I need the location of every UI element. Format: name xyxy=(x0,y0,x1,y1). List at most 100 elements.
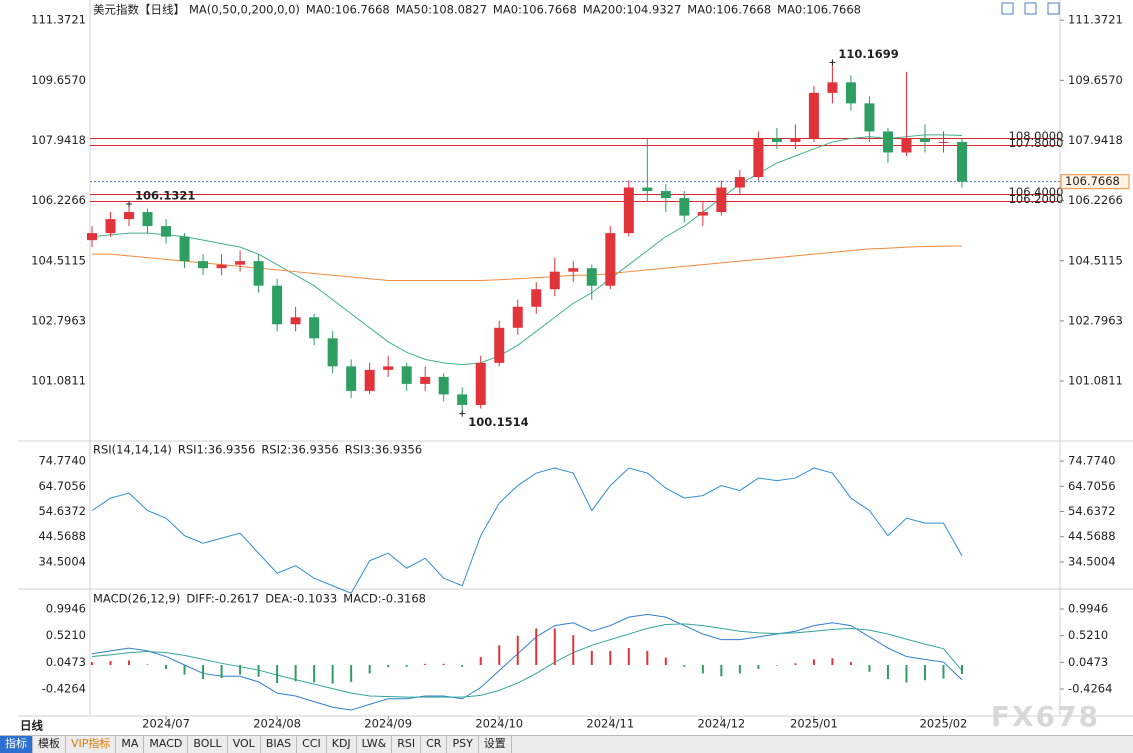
y-tick-label: 0.0473 xyxy=(46,655,86,669)
candle-body xyxy=(679,198,690,216)
macd-bar xyxy=(498,645,501,665)
macd-bar xyxy=(294,665,297,682)
candle-body xyxy=(938,141,949,143)
y-tick-label: 0.0473 xyxy=(1068,655,1108,669)
macd-bar xyxy=(368,665,371,674)
window-icons xyxy=(1001,2,1060,15)
x-tick-label: 2024/09 xyxy=(364,717,412,731)
candle-body xyxy=(531,289,542,307)
indicator-line xyxy=(91,623,963,698)
toolbar-item[interactable]: BIAS xyxy=(261,736,298,753)
macd-bar xyxy=(128,660,131,665)
y-tick-label: -0.4264 xyxy=(1068,682,1112,696)
candle-body xyxy=(420,376,431,384)
candle-body xyxy=(660,191,671,199)
y-tick-label: 34.5004 xyxy=(38,554,86,568)
toolbar-item[interactable]: LW& xyxy=(357,736,393,753)
toolbar-item[interactable]: BOLL xyxy=(188,736,228,753)
y-tick-label: 54.6372 xyxy=(1068,504,1116,518)
extreme-marker xyxy=(126,200,133,207)
price-level-label: 106.4000 xyxy=(1009,185,1064,199)
macd-bar xyxy=(165,665,168,669)
toolbar-item[interactable]: 模板 xyxy=(33,736,66,753)
legend-entry: MA0:106.7668 xyxy=(493,3,577,17)
y-tick-label: 64.7056 xyxy=(1068,479,1116,493)
toolbar-item[interactable]: MACD xyxy=(144,736,189,753)
candle-body xyxy=(864,103,875,132)
y-tick-label: 104.5115 xyxy=(1068,253,1123,267)
last-price-box xyxy=(1060,174,1130,190)
chart: 日线 FX678 美元指数 【日线】 MA(0,50,0,200,0,0) MA0:1… xyxy=(0,0,1133,735)
toolbar-item[interactable]: VOL xyxy=(228,736,261,753)
y-tick-label: 44.5688 xyxy=(1068,529,1116,543)
toolbar-item[interactable]: VIP指标 xyxy=(66,736,117,753)
legend-entry: RSI2:36.9356 xyxy=(261,443,338,457)
macd-bar xyxy=(479,657,482,665)
background xyxy=(0,0,1133,735)
candle-body xyxy=(475,362,486,405)
macd-bar xyxy=(794,663,797,665)
candle-body xyxy=(697,212,708,216)
macd-bar xyxy=(424,663,427,665)
macd-bar xyxy=(831,658,834,665)
macd-bar xyxy=(683,665,686,667)
toolbar-item[interactable]: CCI xyxy=(297,736,327,753)
y-tick-label: 102.7963 xyxy=(1068,313,1123,327)
macd-bar xyxy=(590,650,593,665)
y-tick-label: 101.0811 xyxy=(31,374,86,388)
legend-entry: DEA:-0.1033 xyxy=(265,592,337,606)
macd-bar xyxy=(220,665,223,678)
candle-body xyxy=(142,212,153,227)
macd-bar xyxy=(572,635,575,665)
candle-body xyxy=(790,138,801,142)
macd-bar xyxy=(738,665,741,674)
indicator-line xyxy=(92,245,963,281)
y-tick-label: 0.9946 xyxy=(1068,601,1108,615)
x-tick-label: 2024/12 xyxy=(697,717,745,731)
panel-title: MACD(26,12,9) xyxy=(93,592,180,606)
y-tick-label: 101.0811 xyxy=(1068,374,1123,388)
legend-entry: RSI3:36.9356 xyxy=(345,443,422,457)
toolbar-item[interactable]: 设置 xyxy=(479,736,512,753)
extreme-marker xyxy=(829,59,836,66)
y-tick-label: 34.5004 xyxy=(1068,554,1116,568)
candle-body xyxy=(845,82,856,104)
toolbar-item[interactable]: RSI xyxy=(392,736,422,753)
legend-entry: MA50:108.0827 xyxy=(396,3,487,17)
candle-body xyxy=(124,212,135,220)
legend-entry: DIFF:-0.2617 xyxy=(186,592,259,606)
indicator-line xyxy=(91,467,963,594)
extreme-marker xyxy=(459,410,466,417)
macd-bar xyxy=(942,665,945,679)
candle-body xyxy=(161,226,172,237)
macd-bar xyxy=(868,665,871,672)
macd-bar xyxy=(646,650,649,665)
y-tick-label: 104.5115 xyxy=(31,253,86,267)
candle-body xyxy=(808,92,819,139)
y-tick-label: 111.3721 xyxy=(31,13,86,27)
candle-body xyxy=(586,268,597,286)
y-tick-label: 106.2266 xyxy=(1068,193,1123,207)
y-tick-label: 111.3721 xyxy=(1068,13,1123,27)
candle-body xyxy=(549,271,560,290)
y-tick-label: 107.9418 xyxy=(1068,133,1123,147)
candle-body xyxy=(346,366,357,391)
candle-body xyxy=(771,138,782,142)
toolbar-item[interactable]: PSY xyxy=(447,736,479,753)
macd-bar xyxy=(535,628,538,665)
y-tick-label: 107.9418 xyxy=(31,133,86,147)
toolbar-item[interactable]: 指标 xyxy=(0,736,33,753)
candle-body xyxy=(734,177,745,188)
macd-bar xyxy=(609,650,612,665)
y-tick-label: -0.4264 xyxy=(42,682,86,696)
macd-bar xyxy=(886,665,889,680)
toolbar-item[interactable]: KDJ xyxy=(327,736,357,753)
candle-body xyxy=(919,138,930,142)
macd-bar xyxy=(257,665,260,677)
candle-body xyxy=(494,327,505,363)
y-tick-label: 74.7740 xyxy=(1068,454,1116,468)
toolbar-item[interactable]: CR xyxy=(421,736,448,753)
panel-borders xyxy=(18,0,1133,717)
toolbar-item[interactable]: MA xyxy=(116,736,145,753)
